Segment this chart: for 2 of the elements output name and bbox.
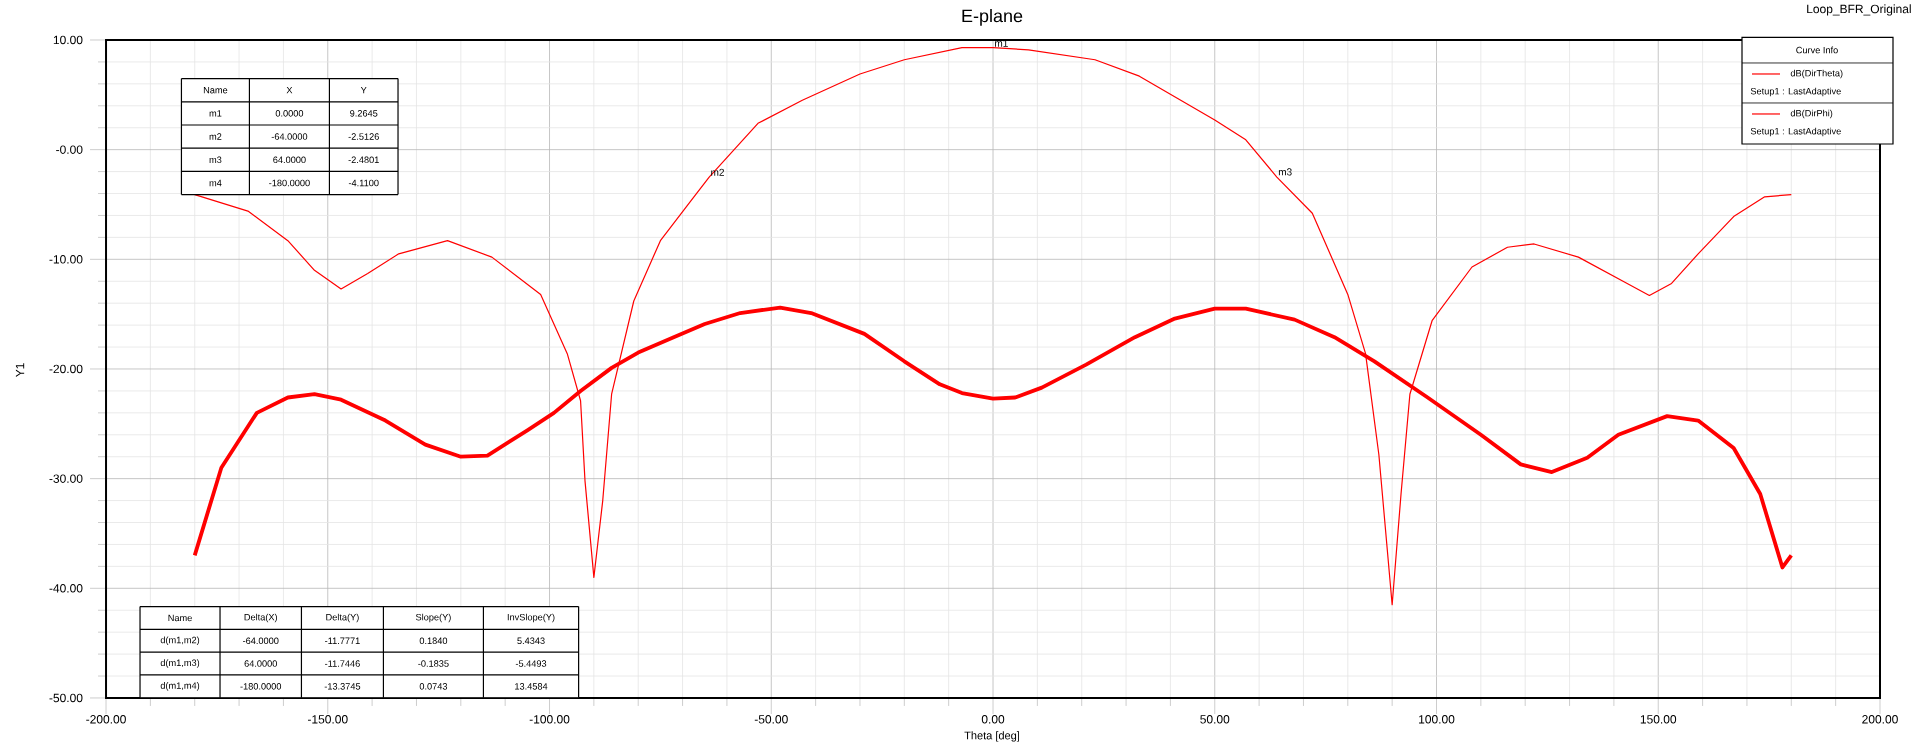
line-series — [194, 47, 1792, 606]
chart-title: E-plane — [962, 9, 1023, 26]
